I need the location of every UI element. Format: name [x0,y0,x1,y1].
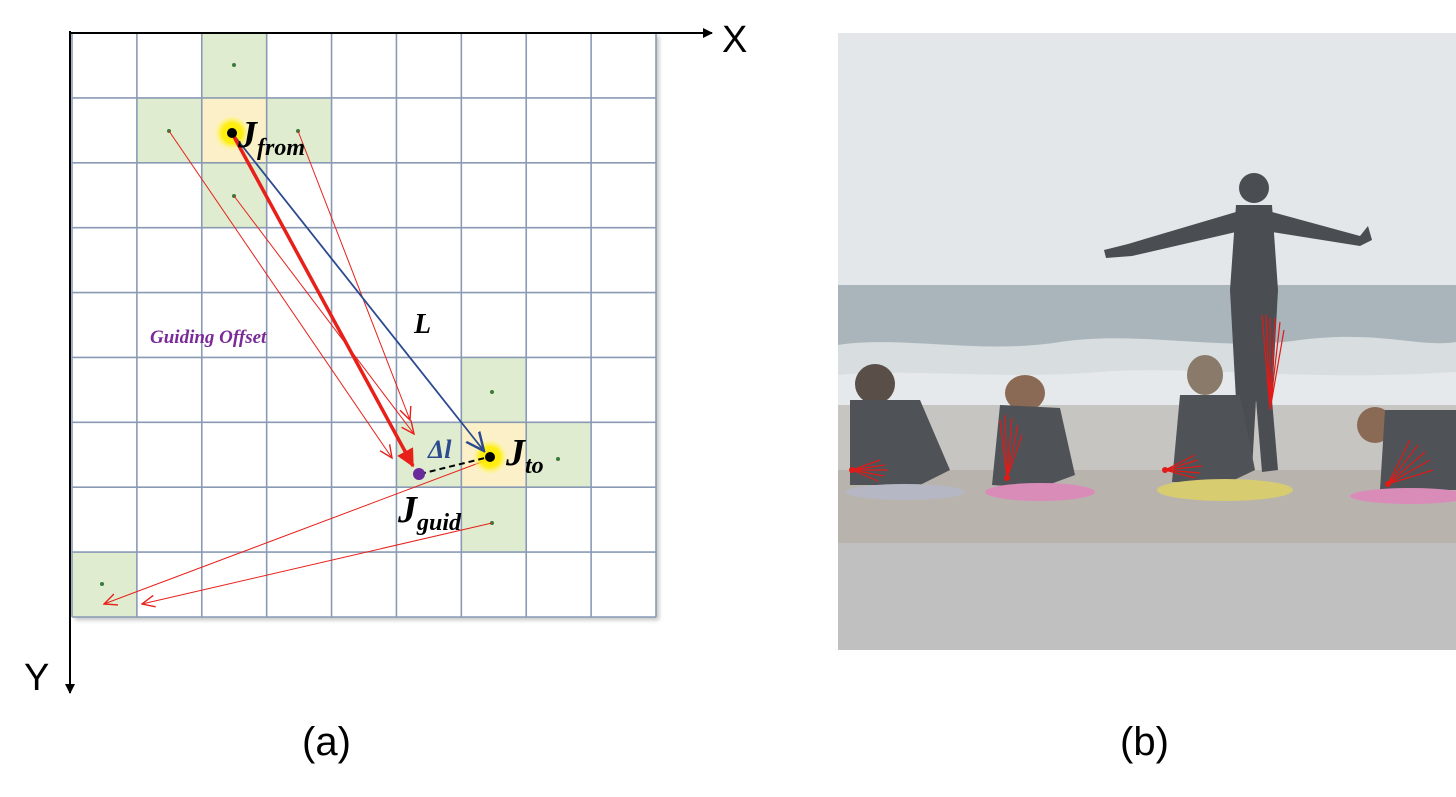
j-to-label: Jto [505,432,544,479]
sand [838,470,1456,543]
j-guid-point [413,468,425,480]
surfboards [845,479,1456,504]
guiding-offset-label: Guiding Offset [150,327,267,348]
l-vector-arrow [231,132,484,451]
j-from-label: Jfrom [237,114,305,161]
gray-band [838,543,1456,650]
j-to-point [485,452,495,462]
delta-l-label: Δl [427,435,452,464]
y-axis-label: Y [24,657,49,699]
photo-offset-lines [851,314,1434,485]
x-axis-label: X [722,19,747,61]
delta-l-dashed-line [419,456,490,475]
j-from-point [227,128,237,138]
kneeling-people [850,355,1456,490]
guiding-offset-lines [104,130,493,604]
photo-offset-dots [849,467,1391,487]
panel-a-grid-diagram: X Y Jfrom Jto Jguid [24,19,747,764]
panel-b-caption: (b) [1120,720,1169,764]
guiding-offset-main-arrow [230,132,415,468]
panel-a-caption: (a) [302,720,351,764]
j-guid-label: Jguid [397,489,462,536]
l-label: L [413,309,431,340]
panel-b-photo: (b) [838,33,1456,764]
